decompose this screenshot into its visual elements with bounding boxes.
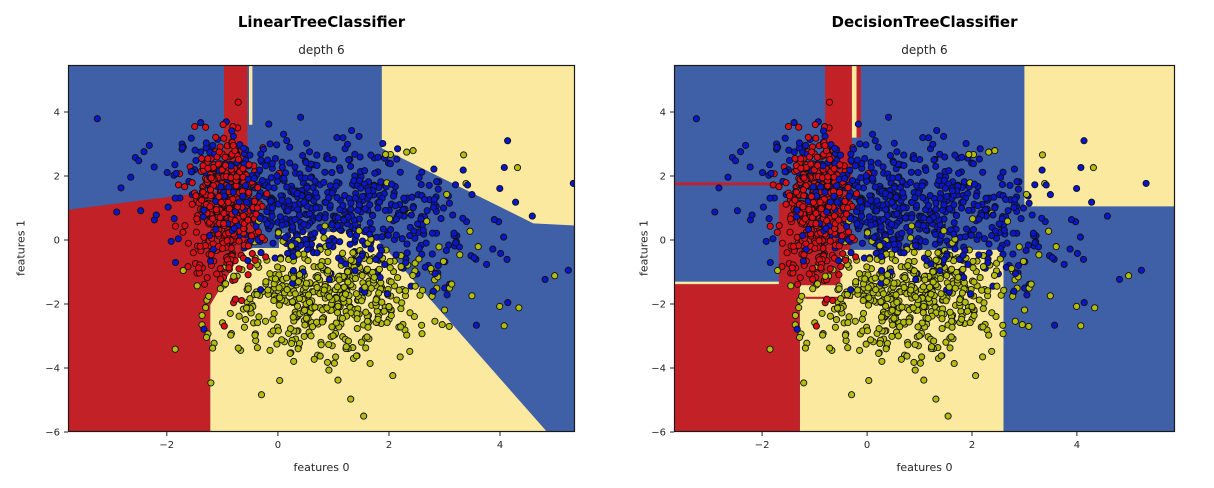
plot-title-decision-tree: DecisionTreeClassifier [831, 13, 1018, 31]
scatter-points [93, 98, 575, 420]
svg-text:−2: −2 [651, 300, 666, 311]
x-axis-label-left: features 0 [293, 461, 350, 474]
svg-text:4: 4 [1074, 440, 1080, 451]
svg-text:0: 0 [54, 236, 60, 247]
svg-text:−2: −2 [755, 440, 770, 451]
svg-text:4: 4 [497, 440, 503, 451]
decision-boundary-plot: −2 0 2 4 4 2 0 −2 −4 −6 [651, 64, 1176, 451]
y-axis-label-right: features 1 [637, 220, 651, 276]
decision-regions [68, 65, 575, 432]
plot-subtitle-decision-tree: depth 6 [901, 43, 948, 57]
x-axis-label-right: features 0 [896, 461, 953, 474]
svg-text:0: 0 [864, 440, 870, 451]
svg-text:4: 4 [660, 108, 666, 119]
plot-title-linear-tree: LinearTreeClassifier [237, 13, 406, 31]
svg-text:2: 2 [660, 172, 666, 183]
decision-boundary-plot: −2 0 2 4 4 2 0 −2 −4 −6 [45, 64, 576, 451]
decision-boundary-chart-linear: −2 0 2 4 4 2 0 −2 −4 −6 [45, 64, 576, 451]
svg-text:0: 0 [660, 236, 666, 247]
svg-text:−2: −2 [45, 300, 60, 311]
axes: −2 0 2 4 4 2 0 −2 −4 −6 [651, 64, 1176, 451]
plot-subtitle-linear-tree: depth 6 [298, 43, 345, 57]
decision-boundary-chart-decision: −2 0 2 4 4 2 0 −2 −4 −6 [651, 64, 1176, 451]
svg-text:2: 2 [54, 172, 60, 183]
axes: −2 0 2 4 4 2 0 −2 −4 −6 [45, 64, 576, 451]
scatter-points [692, 98, 1150, 420]
svg-text:−6: −6 [651, 428, 666, 439]
svg-text:0: 0 [275, 440, 281, 451]
svg-text:−6: −6 [45, 428, 60, 439]
decision-regions [674, 65, 1175, 432]
svg-text:2: 2 [386, 440, 392, 451]
svg-text:−2: −2 [159, 440, 174, 451]
svg-text:2: 2 [969, 440, 975, 451]
svg-text:−4: −4 [651, 364, 666, 375]
y-axis-label-left: features 1 [14, 220, 28, 276]
svg-text:−4: −4 [45, 364, 60, 375]
svg-text:4: 4 [54, 108, 60, 119]
